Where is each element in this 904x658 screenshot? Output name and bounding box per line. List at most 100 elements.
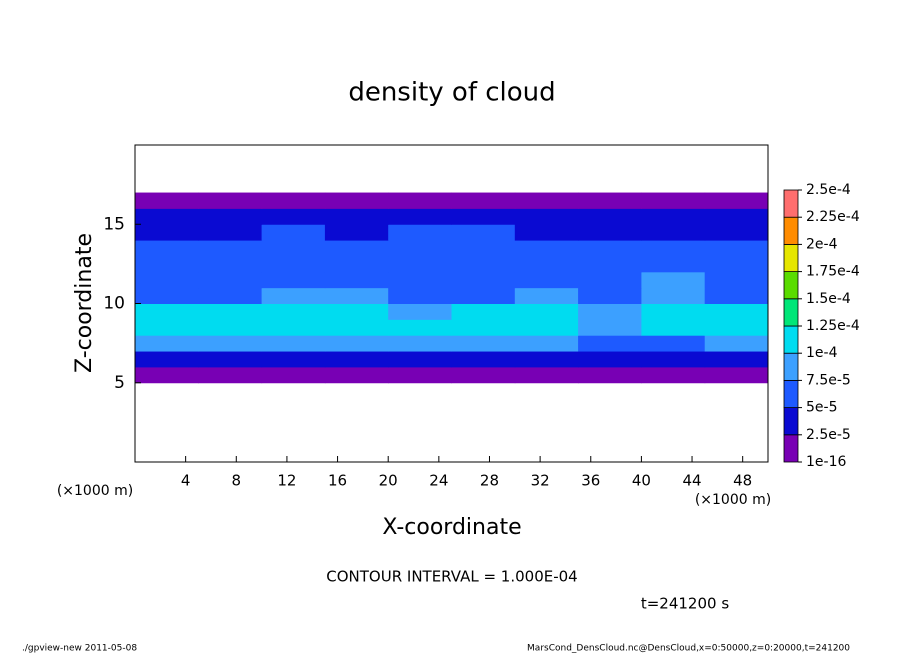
heat-cell: [578, 303, 642, 320]
heat-cell: [135, 208, 199, 225]
x-tick-label: 48: [733, 472, 752, 490]
colorbar-label: 1e-16: [806, 454, 846, 470]
x-axis-label: X-coordinate: [382, 515, 521, 540]
colorbar-label: 1.5e-4: [806, 291, 851, 307]
colorbar-box: [783, 216, 799, 245]
heat-cell: [135, 366, 199, 384]
heat-cell: [324, 351, 389, 368]
x-tick-label: 8: [232, 472, 242, 490]
heat-cell: [324, 208, 389, 225]
y-tick-label: 15: [103, 214, 125, 234]
heat-cell: [198, 240, 263, 257]
heat-cell: [704, 335, 769, 352]
heat-cell: [261, 255, 326, 273]
heat-cell: [514, 319, 579, 336]
heat-cell: [198, 192, 263, 209]
colorbar-box: [783, 434, 799, 463]
colorbar-label: 1e-4: [806, 345, 838, 361]
x-tick-label: 20: [379, 472, 398, 490]
heat-cell: [514, 335, 579, 352]
heat-cell: [324, 319, 389, 336]
heat-cell: [135, 351, 199, 368]
heat-cell: [388, 271, 452, 289]
heat-cell: [261, 192, 326, 209]
heat-cell: [451, 319, 516, 336]
heat-cell: [135, 192, 199, 209]
colorbar-label: 7.5e-5: [806, 372, 851, 388]
colorbar-label: 5e-5: [806, 400, 837, 416]
heat-cell: [578, 351, 642, 368]
x-tick-label: 24: [429, 472, 448, 490]
heat-cell: [514, 287, 579, 304]
heat-cell: [578, 271, 642, 289]
heat-cell: [324, 287, 389, 304]
heat-cell: [578, 255, 642, 273]
heat-cell: [135, 335, 199, 352]
colorbar-box: [783, 407, 799, 436]
heat-cell: [451, 351, 516, 368]
x-tick-label: 36: [581, 472, 600, 490]
heat-cell: [324, 366, 389, 384]
heat-cell: [135, 271, 199, 289]
heat-cell: [451, 208, 516, 225]
heat-cell: [578, 192, 642, 209]
footer-right: MarsCond_DensCloud.nc@DensCloud,x=0:5000…: [527, 644, 850, 654]
heat-cell: [641, 351, 706, 368]
heat-cell: [704, 271, 769, 289]
heat-cell: [198, 351, 263, 368]
colorbar-label: 2e-4: [806, 236, 838, 252]
colorbar-box: [783, 352, 799, 381]
heat-cell: [514, 351, 579, 368]
heat-cell: [451, 192, 516, 209]
heat-cell: [641, 192, 706, 209]
x-unit: (×1000 m): [695, 492, 771, 508]
heat-cell: [135, 240, 199, 257]
heat-cell: [198, 366, 263, 384]
colorbar-label: 1.25e-4: [806, 318, 860, 334]
heat-cell: [324, 271, 389, 289]
y-axis-label: Z-coordinate: [72, 233, 97, 373]
colorbar-box: [783, 243, 799, 272]
heat-cell: [641, 240, 706, 257]
colorbar-label: 2.5e-5: [806, 427, 851, 443]
heat-cell: [198, 287, 263, 304]
heat-cell: [641, 303, 706, 320]
heat-cell: [514, 303, 579, 320]
x-tick-label: 40: [632, 472, 651, 490]
x-tick-label: 4: [181, 472, 191, 490]
colorbar-box: [783, 271, 799, 300]
heat-cell: [578, 366, 642, 384]
heat-cell: [514, 240, 579, 257]
heat-cell: [388, 287, 452, 304]
heat-cell: [704, 351, 769, 368]
y-unit: (×1000 m): [57, 483, 133, 499]
heat-cell: [451, 335, 516, 352]
heat-cell: [261, 351, 326, 368]
heat-cell: [388, 208, 452, 225]
colorbar-box: [783, 298, 799, 327]
heat-cell: [514, 366, 579, 384]
heat-cell: [135, 303, 199, 320]
x-tick-label: 44: [682, 472, 701, 490]
heat-cell: [704, 303, 769, 320]
colorbar-box: [783, 379, 799, 408]
heat-cell: [388, 303, 452, 320]
heat-cell: [388, 351, 452, 368]
heat-cell: [704, 287, 769, 304]
heat-cell: [198, 224, 263, 241]
heat-cell: [135, 287, 199, 304]
colorbar-box: [783, 189, 799, 218]
heat-cell: [704, 319, 769, 336]
x-tick-label: 32: [531, 472, 550, 490]
heat-cell: [514, 192, 579, 209]
heat-cell: [261, 303, 326, 320]
heat-cell: [641, 224, 706, 241]
heat-cell: [514, 271, 579, 289]
heat-cell: [451, 255, 516, 273]
heat-cell: [578, 240, 642, 257]
footer-left: ./gpview-new 2011-05-08: [22, 644, 137, 654]
heat-cell: [451, 303, 516, 320]
heat-cell: [578, 224, 642, 241]
heat-cell: [388, 240, 452, 257]
